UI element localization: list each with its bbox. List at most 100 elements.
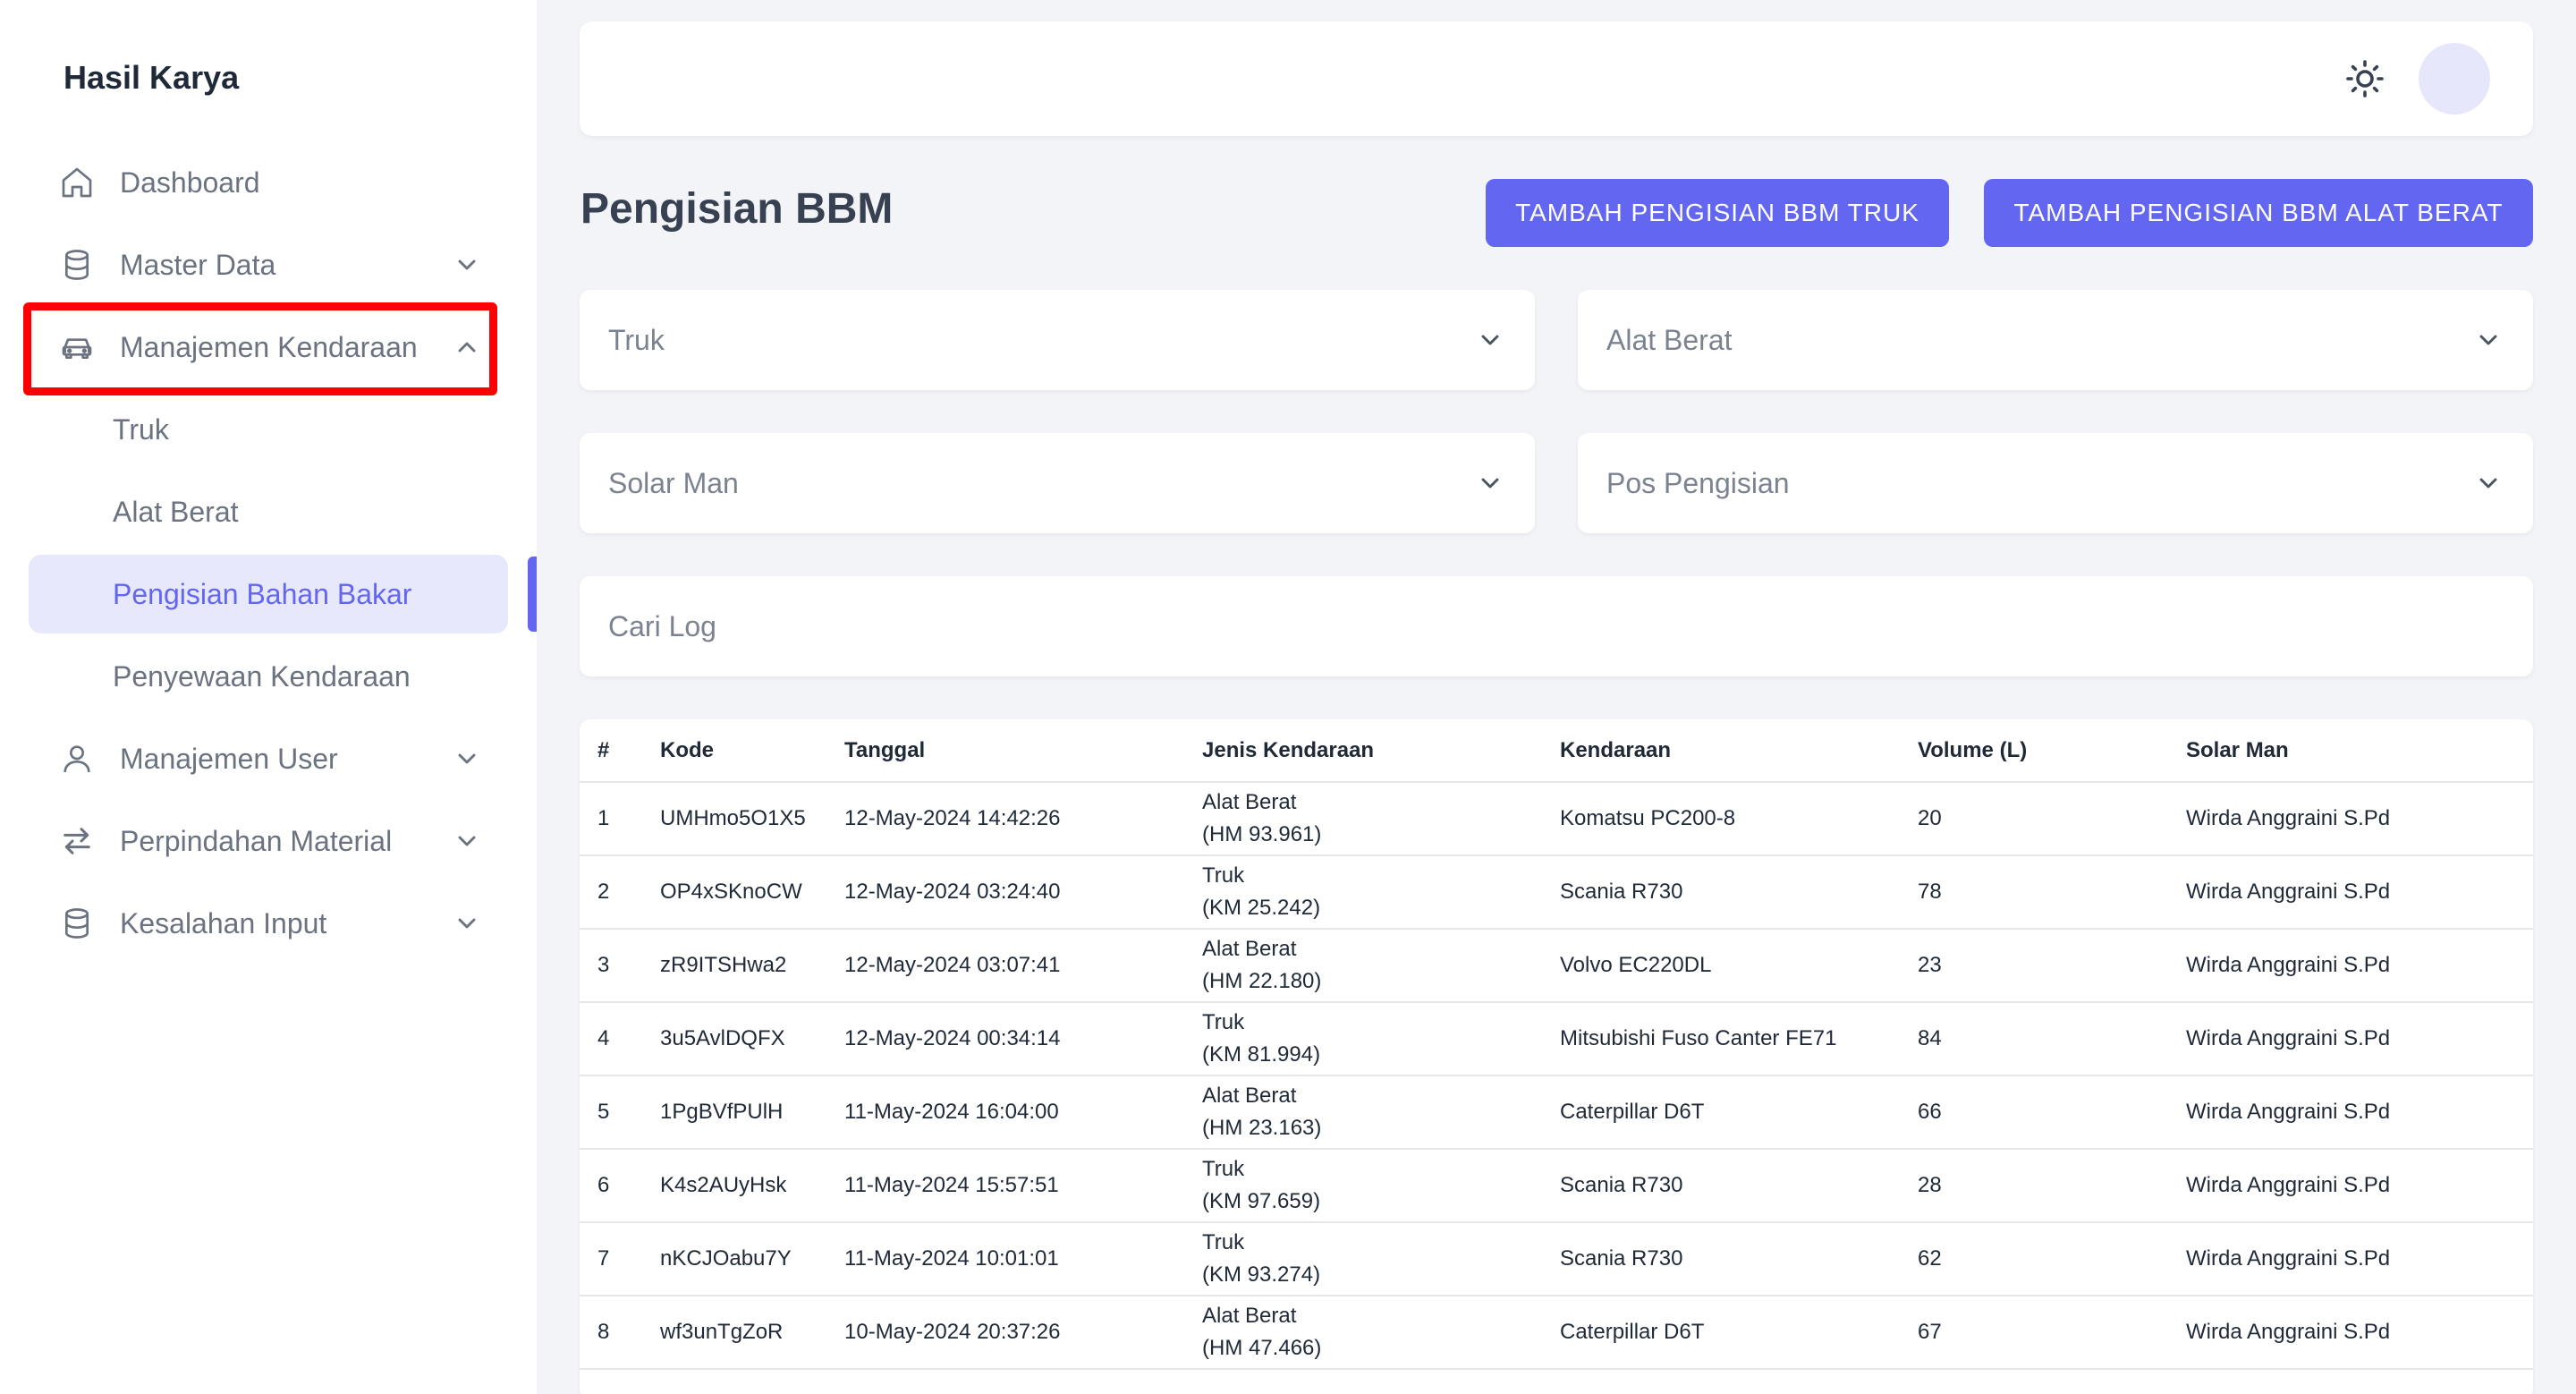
row-volume: 23	[1918, 929, 2186, 1003]
sidebar-item-label: Dashboard	[120, 166, 260, 199]
row-kode: zR9ITSHwa2	[660, 929, 844, 1003]
truk-select[interactable]: Truk	[580, 290, 1535, 390]
chevron-down-icon	[458, 836, 476, 846]
sidebar-subitem-label: Truk	[113, 412, 169, 446]
row-jenis: Alat Berat (HM 23.163)	[1202, 1075, 1560, 1150]
chevron-down-icon	[2479, 478, 2497, 489]
row-jenis: Alat Berat (HM 22.180)	[1202, 929, 1560, 1003]
alat-berat-select[interactable]: Alat Berat	[1578, 290, 2533, 390]
table-row[interactable]: 4 3u5AvlDQFX 12-May-2024 00:34:14 Truk (KM 8…	[580, 1002, 2533, 1076]
add-truck-fuel-button[interactable]: TAMBAH PENGISIAN BBM TRUK	[1486, 179, 1949, 247]
table-header-row: # Kode Tanggal Jenis Kendaraan Kendaraan…	[580, 719, 2533, 783]
sidebar-item-label: Manajemen Kendaraan	[120, 330, 418, 363]
sidebar-item-kesalahan-input[interactable]: Kesalahan Input	[29, 886, 508, 961]
sidebar-subitem-label: Penyewaan Kendaraan	[113, 659, 411, 693]
table-row[interactable]: Alat Berat	[580, 1369, 2533, 1394]
table-row[interactable]: 2 OP4xSKnoCW 12-May-2024 03:24:40 Truk (KM 2…	[580, 855, 2533, 930]
row-meter: (KM 25.242)	[1202, 896, 1321, 920]
sidebar-subitem-penyewaan-kendaraan[interactable]: Penyewaan Kendaraan	[29, 637, 508, 716]
row-meter: (HM 93.961)	[1202, 822, 1322, 846]
row-jenis-label: Alat Berat	[1202, 1390, 1560, 1394]
row-jenis: Truk (KM 81.994)	[1202, 1002, 1560, 1076]
column-header: Tanggal	[844, 719, 1202, 783]
sidebar-subitem-truk[interactable]: Truk	[29, 390, 508, 469]
sidebar-subitem-pengisian-bahan-bakar[interactable]: Pengisian Bahan Bakar	[29, 555, 508, 633]
avatar[interactable]	[2419, 43, 2490, 115]
column-header: #	[580, 719, 660, 783]
row-kendaraan: Scania R730	[1560, 855, 1918, 930]
row-kendaraan: Scania R730	[1560, 1222, 1918, 1296]
sidebar-item-label: Kesalahan Input	[120, 906, 327, 939]
row-solar-man: Wirda Anggraini S.Pd	[2186, 1296, 2533, 1370]
row-kendaraan: Mitsubishi Fuso Canter FE71	[1560, 1002, 1918, 1076]
highlight-box	[23, 302, 497, 395]
row-meter: (KM 97.659)	[1202, 1189, 1321, 1213]
chevron-down-icon	[1481, 478, 1499, 489]
row-number: 7	[580, 1222, 660, 1296]
sidebar-item-label: Master Data	[120, 248, 276, 281]
row-number: 2	[580, 855, 660, 930]
row-volume	[1918, 1369, 2186, 1394]
row-kendaraan: Volvo EC220DL	[1560, 929, 1918, 1003]
row-kendaraan: Scania R730	[1560, 1149, 1918, 1223]
table-row[interactable]: 5 1PgBVfPUlH 11-May-2024 16:04:00 Alat Bera…	[580, 1075, 2533, 1150]
row-kendaraan	[1560, 1369, 1918, 1394]
pos-pengisian-select-value: Pos Pengisian	[1606, 466, 1790, 499]
pos-pengisian-select[interactable]: Pos Pengisian	[1578, 433, 2533, 533]
chevron-down-icon	[1481, 335, 1499, 345]
row-tanggal: 11-May-2024 10:01:01	[844, 1222, 1202, 1296]
fuel-log-table: # Kode Tanggal Jenis Kendaraan Kendaraan…	[580, 719, 2533, 1394]
solar-man-select[interactable]: Solar Man	[580, 433, 1535, 533]
row-number: 1	[580, 782, 660, 856]
sidebar-subitem-alat-berat[interactable]: Alat Berat	[29, 472, 508, 551]
database-icon	[57, 245, 97, 285]
row-kode	[660, 1369, 844, 1394]
row-jenis: Truk (KM 25.242)	[1202, 855, 1560, 930]
alat-berat-select-value: Alat Berat	[1606, 323, 1733, 356]
row-solar-man: Wirda Anggraini S.Pd	[2186, 1222, 2533, 1296]
arrows-swap-icon	[57, 821, 97, 861]
sidebar-subitem-label: Pengisian Bahan Bakar	[113, 577, 412, 610]
row-jenis-label: Truk	[1202, 1157, 1245, 1181]
row-jenis-label: Truk	[1202, 1010, 1245, 1034]
row-volume: 84	[1918, 1002, 2186, 1076]
sidebar-item-master-data[interactable]: Master Data	[29, 227, 508, 302]
table-row[interactable]: 6 K4s2AUyHsk 11-May-2024 15:57:51 Truk (KM 9…	[580, 1149, 2533, 1223]
row-volume: 62	[1918, 1222, 2186, 1296]
row-jenis: Alat Berat (HM 47.466)	[1202, 1296, 1560, 1370]
table-row[interactable]: 3 zR9ITSHwa2 12-May-2024 03:07:41 Alat Bera…	[580, 929, 2533, 1003]
sidebar-item-manajemen-user[interactable]: Manajemen User	[29, 721, 508, 796]
row-jenis-label: Alat Berat	[1202, 1084, 1297, 1108]
row-number	[580, 1369, 660, 1394]
row-tanggal: 12-May-2024 00:34:14	[844, 1002, 1202, 1076]
row-jenis-label: Alat Berat	[1202, 1304, 1297, 1328]
row-solar-man: Wirda Anggraini S.Pd	[2186, 1075, 2533, 1150]
row-number: 8	[580, 1296, 660, 1370]
database-icon	[57, 904, 97, 943]
sidebar: Hasil Karya Dashboard Master Data Manaje…	[0, 0, 537, 1394]
truk-select-value: Truk	[608, 323, 665, 356]
home-icon	[57, 163, 97, 202]
add-heavy-equipment-fuel-button[interactable]: TAMBAH PENGISIAN BBM ALAT BERAT	[1984, 179, 2533, 247]
table-row[interactable]: 1 UMHmo5O1X5 12-May-2024 14:42:26 Alat Bera…	[580, 782, 2533, 856]
chevron-up-icon	[458, 342, 476, 353]
sidebar-item-manajemen-kendaraan[interactable]: Manajemen Kendaraan	[29, 310, 508, 385]
sun-icon[interactable]	[2343, 57, 2386, 100]
row-volume: 20	[1918, 782, 2186, 856]
row-solar-man: Wirda Anggraini S.Pd	[2186, 1149, 2533, 1223]
row-volume: 66	[1918, 1075, 2186, 1150]
row-kode: UMHmo5O1X5	[660, 782, 844, 856]
page-title: Pengisian BBM	[580, 185, 894, 233]
search-input[interactable]: Cari Log	[580, 576, 2533, 676]
solar-man-select-value: Solar Man	[608, 466, 739, 499]
table-row[interactable]: 8 wf3unTgZoR 10-May-2024 20:37:26 Alat Bera…	[580, 1296, 2533, 1370]
column-header: Solar Man	[2186, 719, 2533, 783]
chevron-down-icon	[2479, 335, 2497, 345]
row-kendaraan: Komatsu PC200-8	[1560, 782, 1918, 856]
row-tanggal: 12-May-2024 03:07:41	[844, 929, 1202, 1003]
column-header: Volume (L)	[1918, 719, 2186, 783]
sidebar-item-perpindahan-material[interactable]: Perpindahan Material	[29, 803, 508, 879]
sidebar-item-dashboard[interactable]: Dashboard	[29, 145, 508, 220]
table-row[interactable]: 7 nKCJOabu7Y 11-May-2024 10:01:01 Truk (KM 9…	[580, 1222, 2533, 1296]
column-header: Jenis Kendaraan	[1202, 719, 1560, 783]
